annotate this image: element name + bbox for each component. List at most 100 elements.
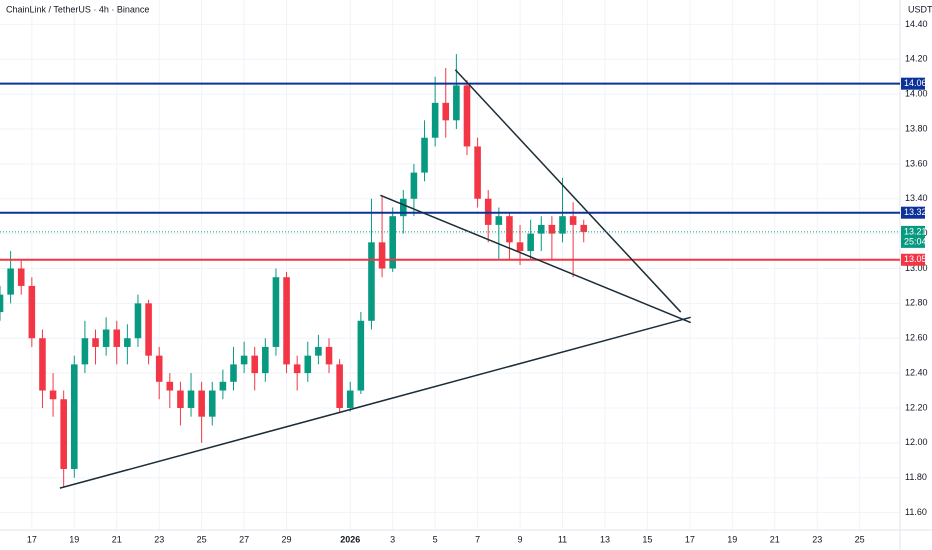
x-tick-label: 25 [855, 534, 865, 544]
x-tick-label: 13 [600, 534, 610, 544]
candle-body [368, 242, 375, 321]
candle-body [506, 216, 513, 243]
y-tick-label: 11.60 [905, 507, 927, 517]
y-tick-label: 12.40 [905, 367, 928, 377]
candle-body [92, 338, 99, 347]
candle-body [177, 390, 184, 408]
candle-body [389, 216, 396, 269]
candle-body [304, 355, 312, 374]
candle-body [559, 216, 566, 234]
candle-body [453, 85, 460, 121]
y-tick-label: 13.00 [905, 263, 928, 273]
y-tick-label: 14.00 [905, 89, 928, 99]
x-tick-label: 19 [727, 534, 737, 544]
x-tick-label: 17 [27, 534, 37, 544]
level-price-label: 13.32 [904, 207, 927, 217]
candle-body [516, 242, 524, 252]
candle-body [537, 224, 545, 234]
y-tick-label: 12.20 [905, 402, 928, 412]
x-tick-label: 17 [685, 534, 695, 544]
x-tick-label: 19 [69, 534, 79, 544]
candle-body [7, 268, 14, 295]
candle-body [49, 390, 57, 400]
x-tick-label: 25 [197, 534, 207, 544]
x-tick-label: 29 [282, 534, 292, 544]
x-tick-label: 15 [642, 534, 652, 544]
candle-body [60, 399, 67, 469]
candle-body [166, 381, 174, 391]
candle-body [400, 198, 407, 217]
x-tick-label: 21 [112, 534, 122, 544]
candle-body [219, 381, 227, 391]
candle-body [293, 364, 301, 374]
candle-body [463, 85, 471, 147]
x-tick-label: 7 [475, 534, 480, 544]
trendline [454, 69, 682, 313]
y-tick-label: 12.60 [905, 333, 928, 343]
y-tick-label: 12.00 [905, 437, 928, 447]
candle-body [81, 338, 89, 365]
candle-body [240, 355, 248, 365]
candle-body [71, 364, 78, 469]
x-tick-label: 21 [770, 534, 780, 544]
candle-body [262, 346, 269, 374]
candle-body [378, 242, 386, 269]
candle-body [198, 390, 205, 417]
candle-body [39, 338, 46, 391]
x-tick-label: 27 [239, 534, 249, 544]
trendline [59, 316, 691, 489]
candle-body [346, 390, 354, 408]
x-tick-label: 3 [390, 534, 395, 544]
candle-body [442, 102, 450, 121]
candle-body [230, 364, 237, 382]
level-price-label: 14.06 [904, 78, 927, 88]
last-price-label: 13.21 [904, 226, 927, 236]
level-price-label: 13.05 [904, 254, 927, 264]
candle-body [580, 224, 588, 232]
candle-body [548, 224, 556, 234]
x-tick-label: 9 [518, 534, 523, 544]
candle-body [155, 355, 163, 382]
candle-body [0, 294, 4, 313]
candle-body [283, 277, 290, 365]
level-price-box [901, 77, 925, 90]
candle-body [421, 137, 428, 173]
candle-body [113, 329, 121, 347]
candle-body [569, 216, 577, 225]
candle-body [102, 329, 110, 347]
candle-body [208, 390, 216, 417]
y-tick-label: 14.20 [905, 54, 928, 64]
level-price-box [901, 206, 925, 219]
candle-body [145, 303, 152, 356]
candle-body [272, 277, 280, 347]
candle-body [251, 355, 259, 374]
countdown-label: 25:04 [904, 236, 927, 246]
candle-body [495, 216, 503, 225]
chart-title: ChainLink / TetherUS · 4h · Binance [6, 4, 149, 14]
y-tick-label: 14.40 [905, 19, 928, 29]
candle-body [134, 303, 142, 339]
candle-body [124, 338, 131, 347]
y-tick-label: 11.80 [905, 472, 927, 482]
x-tick-label: 2026 [340, 534, 360, 544]
x-tick-label: 11 [558, 534, 567, 544]
candle-body [17, 268, 25, 286]
x-tick-label: 23 [812, 534, 822, 544]
candle-body [431, 102, 439, 138]
candle-body [474, 146, 481, 199]
candle-body [410, 172, 418, 199]
candle-body [28, 285, 36, 339]
candle-body [336, 364, 343, 408]
level-price-box [901, 253, 925, 266]
y-tick-label: 13.40 [905, 193, 928, 203]
candle-body [325, 346, 333, 365]
y-tick-label: 13.80 [905, 123, 928, 133]
candle-body [527, 233, 534, 252]
trendline [380, 194, 691, 324]
last-price-box [901, 225, 925, 248]
x-tick-label: 5 [433, 534, 438, 544]
candle-body [187, 390, 195, 408]
candle-body [315, 346, 322, 356]
